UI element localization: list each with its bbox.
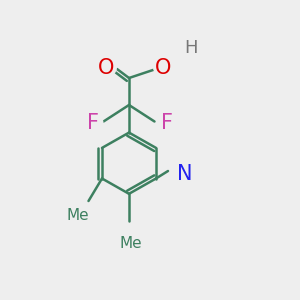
Ellipse shape — [97, 58, 116, 76]
Ellipse shape — [62, 206, 92, 224]
Text: F: F — [87, 113, 99, 133]
Text: O: O — [155, 58, 172, 77]
Ellipse shape — [175, 165, 194, 183]
Text: Me: Me — [66, 208, 89, 223]
Text: O: O — [98, 58, 115, 77]
Text: N: N — [177, 164, 192, 184]
Text: F: F — [160, 113, 172, 133]
Text: Me: Me — [119, 236, 142, 251]
Ellipse shape — [157, 114, 176, 132]
Text: H: H — [184, 39, 197, 57]
Ellipse shape — [182, 40, 199, 56]
Ellipse shape — [83, 114, 103, 132]
Ellipse shape — [116, 235, 146, 253]
Ellipse shape — [154, 58, 173, 76]
